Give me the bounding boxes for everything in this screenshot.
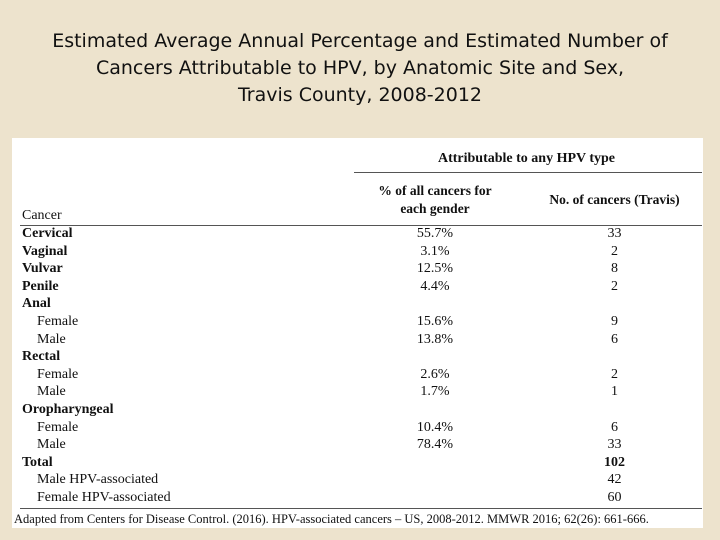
row-label: Male — [37, 384, 66, 400]
count-column-header: No. of cancers (Travis) — [549, 192, 680, 207]
table-row: Male HPV-associated 42 — [12, 471, 703, 489]
cancer-column-header: Cancer — [22, 208, 62, 223]
row-percent: 15.6% — [416, 313, 454, 329]
row-count: 8 — [611, 261, 618, 277]
row-count: 1 — [611, 384, 618, 400]
row-label: Female HPV-associated — [37, 489, 171, 505]
row-label: Vaginal — [22, 243, 68, 259]
table-row: Female 2.6% 2 — [12, 366, 703, 384]
row-percent: 2.6% — [420, 366, 450, 382]
row-label: Anal — [22, 296, 51, 312]
table-row: Cervical 55.7% 33 — [12, 225, 703, 243]
row-label: Male — [37, 331, 66, 347]
table-row: Male 1.7% 1 — [12, 383, 703, 401]
row-percent: 4.4% — [420, 278, 450, 294]
source-citation: Adapted from Centers for Disease Control… — [14, 512, 649, 526]
table-row: Rectal — [12, 348, 703, 366]
pct-header-line-1: % of all cancers for — [378, 183, 492, 198]
table-row: Female HPV-associated 60 — [12, 489, 703, 507]
hpv-cancer-table: Attributable to any HPV type % of all ca… — [12, 138, 703, 528]
table-row: Male 78.4% 33 — [12, 436, 703, 454]
pct-column-header: % of all cancers for each gender — [354, 182, 516, 218]
table-row-total: Total 102 — [12, 454, 703, 472]
row-label: Oropharyngeal — [22, 401, 114, 417]
row-count: 33 — [607, 437, 622, 453]
row-percent: 12.5% — [416, 261, 454, 277]
row-label: Male — [37, 437, 66, 453]
row-label: Vulvar — [22, 261, 63, 277]
row-count: 2 — [611, 243, 618, 259]
row-percent: 13.8% — [416, 331, 454, 347]
row-count: 2 — [611, 278, 618, 294]
title-line-3: Travis County, 2008-2012 — [237, 84, 483, 106]
header-bottom-rule — [20, 225, 702, 226]
row-count: 6 — [611, 419, 618, 435]
row-label: Female — [37, 366, 79, 382]
title-line-2: Cancers Attributable to HPV, by Anatomic… — [95, 57, 625, 79]
table-row: Vulvar 12.5% 8 — [12, 260, 703, 278]
row-percent: 10.4% — [416, 419, 454, 435]
table-row: Vaginal 3.1% 2 — [12, 243, 703, 261]
row-label: Total — [22, 454, 53, 470]
row-label: Penile — [22, 278, 59, 294]
row-count: 33 — [607, 226, 622, 241]
row-count: 60 — [607, 489, 622, 505]
table-row: Penile 4.4% 2 — [12, 278, 703, 296]
row-label: Male HPV-associated — [37, 472, 159, 488]
group-header-rule — [354, 172, 702, 173]
row-count: 6 — [611, 331, 618, 347]
row-count: 42 — [607, 472, 622, 488]
row-percent: 78.4% — [416, 437, 454, 453]
row-label: Cervical — [22, 226, 73, 241]
table-row: Oropharyngeal — [12, 401, 703, 419]
row-percent: 3.1% — [420, 243, 450, 259]
table-row: Female 10.4% 6 — [12, 419, 703, 437]
table-bottom-rule — [20, 508, 702, 509]
row-count: 102 — [604, 454, 625, 470]
row-label: Female — [37, 313, 79, 329]
group-header: Attributable to any HPV type — [437, 151, 616, 166]
row-label: Female — [37, 419, 79, 435]
row-count: 2 — [611, 366, 618, 382]
pct-header-line-2: each gender — [400, 201, 470, 216]
table-row: Female 15.6% 9 — [12, 313, 703, 331]
row-percent: 55.7% — [416, 226, 454, 241]
row-count: 9 — [611, 313, 618, 329]
table-row: Anal — [12, 295, 703, 313]
table-row: Male 13.8% 6 — [12, 331, 703, 349]
table-body: Cervical 55.7% 33 Vaginal 3.1% 2 Vulvar … — [12, 225, 703, 507]
row-label: Rectal — [22, 349, 61, 365]
title-line-1: Estimated Average Annual Percentage and … — [52, 30, 668, 52]
row-percent: 1.7% — [420, 384, 450, 400]
slide-title: Estimated Average Annual Percentage and … — [0, 28, 720, 109]
